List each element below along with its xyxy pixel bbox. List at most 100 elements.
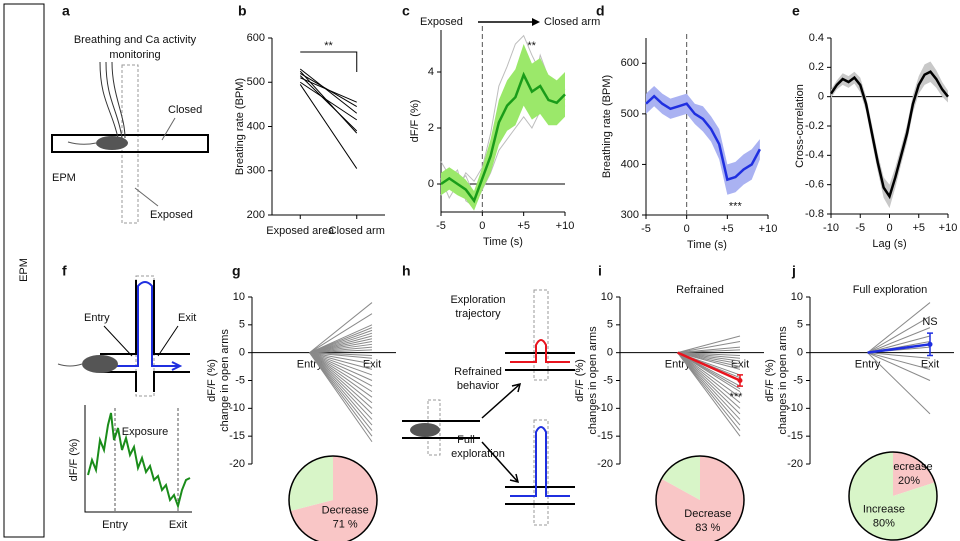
y-tick-label: 0 xyxy=(239,347,245,359)
cell-line xyxy=(309,352,373,437)
x-tick-label: 0 xyxy=(886,222,892,234)
side-box xyxy=(3,3,45,538)
pie-value-label: 83 % xyxy=(695,522,720,534)
y-tick-label: 0 xyxy=(607,347,613,359)
panel-letter: d xyxy=(596,3,605,19)
cell-line xyxy=(867,352,931,381)
pie-label: Decrease xyxy=(322,504,369,516)
cell-line xyxy=(309,352,373,359)
y-axis-label: dF/F (%) xyxy=(574,359,586,402)
mean-line xyxy=(645,94,761,182)
y-tick-label: 400 xyxy=(621,158,639,170)
y-tick-label: -15 xyxy=(787,430,803,442)
x-axis-label: Time (s) xyxy=(483,236,523,248)
pie-label: Decrease xyxy=(885,461,932,473)
cell-line xyxy=(677,352,741,398)
x-tick-label: -5 xyxy=(436,220,446,232)
y-tick-label: -10 xyxy=(597,402,613,414)
y-tick-label: -5 xyxy=(793,374,803,386)
trace-axes xyxy=(84,405,192,513)
cell-line xyxy=(677,352,741,437)
x-tick-label: +10 xyxy=(939,222,958,234)
x-tick-label: 0 xyxy=(684,223,690,235)
mouse-tail xyxy=(57,363,83,367)
open-arm xyxy=(533,289,549,381)
open-arm xyxy=(121,64,139,224)
label: Closed xyxy=(168,104,202,116)
mean-point xyxy=(737,378,743,383)
cell-line xyxy=(867,352,931,415)
label: Full xyxy=(457,434,475,446)
panel-a: a Breathing and Ca activity monitoring C… xyxy=(51,3,209,224)
maze xyxy=(505,352,575,371)
cell-line xyxy=(309,352,373,365)
mean-line xyxy=(867,343,931,354)
y-tick-label: 2 xyxy=(428,122,434,134)
y-tick-label: 600 xyxy=(621,57,639,69)
label: Exploration xyxy=(450,294,505,306)
cell-line xyxy=(867,327,931,354)
leader xyxy=(103,325,133,357)
cell-line xyxy=(677,352,741,431)
pie-value-label: 80% xyxy=(873,517,895,529)
pie-label: Decrease xyxy=(684,508,731,520)
mouse xyxy=(96,136,128,150)
cell-line xyxy=(677,352,741,426)
y-axis-label: dF/F (%) xyxy=(409,100,421,143)
y-tick-label: -20 xyxy=(229,458,245,470)
y-tick-label: 300 xyxy=(247,165,265,177)
label: Exposed xyxy=(150,209,193,221)
cell-line xyxy=(309,352,373,376)
y-tick-label: -15 xyxy=(597,430,613,442)
cell-line xyxy=(309,352,373,393)
leader xyxy=(161,117,176,141)
y-tick-label: -15 xyxy=(229,430,245,442)
significance-bracket xyxy=(300,51,358,72)
cell-line xyxy=(309,352,373,409)
cell-line xyxy=(677,352,741,393)
cell-line xyxy=(677,352,741,409)
y-tick-label: -10 xyxy=(787,402,803,414)
paired-line xyxy=(299,68,358,114)
pie-value-label: 20% xyxy=(898,475,920,487)
mean-line xyxy=(677,351,741,382)
diagram-title: monitoring xyxy=(109,49,160,61)
panel-letter: b xyxy=(238,3,247,19)
maze xyxy=(505,486,575,505)
y-axis-label: dF/F (%) xyxy=(206,359,218,402)
cell-line xyxy=(309,352,373,415)
label: Refrained xyxy=(454,366,502,378)
pie-outline xyxy=(848,451,938,541)
trajectory xyxy=(110,281,178,367)
cell-line xyxy=(677,341,741,354)
panel-letter: e xyxy=(792,3,800,19)
leader xyxy=(157,325,179,357)
x-tick-label: +5 xyxy=(912,222,925,234)
x-tick-label: Closed arm xyxy=(329,225,385,237)
annotation: *** xyxy=(730,391,744,403)
error-band xyxy=(831,61,948,209)
title-arrowhead xyxy=(532,18,540,26)
category-label: Exit xyxy=(921,359,939,371)
y-tick-label: -10 xyxy=(229,402,245,414)
cell-line xyxy=(867,316,931,354)
cables xyxy=(99,61,126,139)
y-tick-label: -20 xyxy=(597,458,613,470)
y-axis-label: changes in open arms xyxy=(777,326,789,435)
y-tick-label: 500 xyxy=(621,108,639,120)
error-band xyxy=(441,44,565,211)
paired-line xyxy=(299,84,358,169)
cell-line xyxy=(677,352,741,370)
y-tick-label: 0 xyxy=(818,91,824,103)
label: Exit xyxy=(169,519,187,531)
panel-letter: h xyxy=(402,263,411,279)
leader xyxy=(134,187,159,207)
arrow xyxy=(481,383,521,483)
full-trajectory xyxy=(510,426,570,497)
cell-line xyxy=(867,302,931,354)
category-label: Exit xyxy=(731,359,749,371)
cell-line xyxy=(309,352,373,420)
cell-line xyxy=(309,352,373,387)
title: Refrained xyxy=(676,284,724,296)
y-tick-label: 500 xyxy=(247,76,265,88)
